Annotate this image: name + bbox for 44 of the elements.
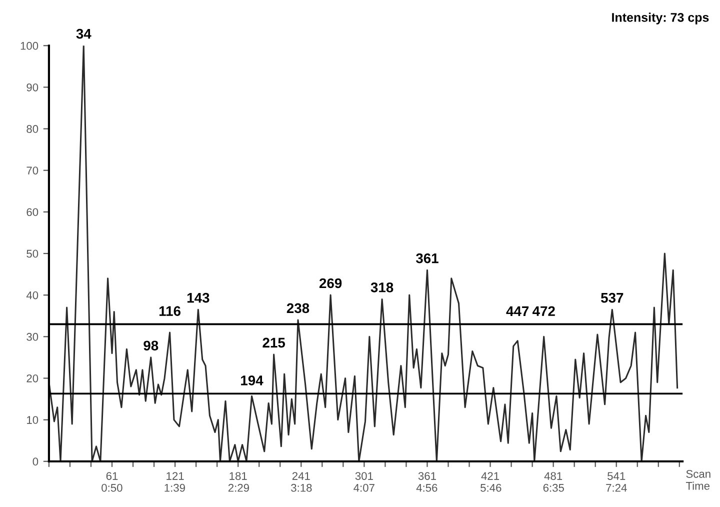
annotation: 318 <box>370 282 394 292</box>
x-tick-label: 481 <box>544 472 562 480</box>
y-tick-label: 10 <box>27 416 38 424</box>
annotation: 238 <box>286 303 310 314</box>
annotation: 215 <box>262 338 286 348</box>
x-tick-label: 421 <box>481 472 499 480</box>
y-tick-label: 40 <box>26 291 38 300</box>
x-axis-title: Scan Time <box>686 470 710 490</box>
x-tick-label: 181 <box>230 472 247 480</box>
y-tick-label: 0 <box>32 458 38 466</box>
x2-tick-label: 0:50 <box>102 484 122 492</box>
annotation: 194 <box>241 376 264 386</box>
x2-tick-label: 1:39 <box>164 484 185 492</box>
x-tick-label: 301 <box>355 472 373 480</box>
x-tick-label: 241 <box>292 472 310 480</box>
text: Intensity: 73 cps <box>612 12 709 24</box>
y-tick-label: 90 <box>26 83 38 92</box>
x-tick-label: 541 <box>608 472 626 480</box>
x-tick-label: 361 <box>418 472 436 480</box>
x2-tick-label: 4:56 <box>416 484 438 492</box>
annotation: 143 <box>187 292 210 303</box>
y-tick-label: 80 <box>26 125 38 133</box>
x-tick-label: 61 <box>106 472 118 480</box>
annotation: 98 <box>144 340 158 351</box>
x2-tick-label: 4:07 <box>354 484 374 492</box>
y-tick-label: 100 <box>20 42 38 50</box>
x2-tick-label: 5:46 <box>480 484 502 492</box>
y-tick-label: 70 <box>26 166 38 174</box>
annotation: 34 <box>76 28 92 39</box>
annotation: 472 <box>532 306 555 316</box>
y-tick-label: 60 <box>26 208 38 216</box>
x-tick-label: 121 <box>166 472 184 480</box>
annotation: 447 <box>506 306 529 316</box>
x2-tick-label: 7:24 <box>606 484 627 492</box>
annotation: 537 <box>601 292 624 303</box>
x2-tick-label: 2:29 <box>228 484 249 492</box>
y-tick-label: 50 <box>26 250 38 258</box>
y-tick-label: 30 <box>26 332 38 341</box>
x2-tick-label: 6:35 <box>543 484 564 492</box>
annotation: 361 <box>416 253 438 264</box>
annotation: 269 <box>319 278 342 288</box>
annotation: 116 <box>159 306 180 316</box>
y-tick-label: 20 <box>26 374 38 382</box>
x2-tick-label: 3:18 <box>291 484 312 492</box>
